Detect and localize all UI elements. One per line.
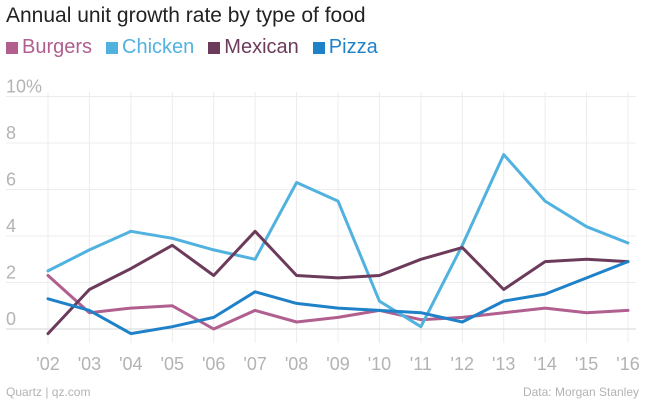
legend-item-burgers: Burgers	[6, 36, 92, 59]
legend-label-chicken: Chicken	[122, 36, 195, 58]
x-tick-label: '13	[492, 354, 515, 374]
series-line-mexican	[46, 229, 630, 336]
legend-swatch-mexican	[208, 41, 221, 54]
footer-source-left: Quartz | qz.com	[6, 385, 91, 399]
x-tick-label: '16	[616, 354, 639, 374]
y-tick-label: 4	[6, 216, 16, 236]
y-tick-label: 10%	[6, 77, 42, 97]
legend-item-mexican: Mexican	[208, 36, 299, 59]
x-tick-label: '06	[202, 354, 225, 374]
legend-swatch-chicken	[106, 41, 119, 54]
x-tick-label: '12	[451, 354, 474, 374]
legend-swatch-pizza	[312, 41, 325, 54]
series-line-burgers	[46, 274, 630, 331]
series-line-chicken	[46, 153, 630, 329]
legend-label-pizza: Pizza	[328, 36, 378, 58]
x-tick-label: '03	[78, 354, 101, 374]
series-line-pizza	[46, 260, 630, 336]
chart-title: Annual unit growth rate by type of food	[6, 4, 366, 27]
y-tick-label: 8	[6, 123, 16, 143]
legend: Burgers Chicken Mexican Pizza	[6, 36, 378, 59]
legend-item-pizza: Pizza	[312, 36, 378, 59]
x-tick-label: '09	[326, 354, 349, 374]
legend-label-burgers: Burgers	[22, 36, 93, 58]
y-tick-label: 2	[6, 263, 16, 283]
x-tick-label: '07	[243, 354, 266, 374]
y-tick-label: 6	[6, 170, 16, 190]
x-tick-label: '08	[285, 354, 308, 374]
legend-item-chicken: Chicken	[106, 36, 194, 59]
x-tick-label: '14	[533, 354, 556, 374]
y-tick-label: 0	[6, 309, 16, 329]
x-tick-label: '04	[119, 354, 142, 374]
x-tick-label: '15	[575, 354, 598, 374]
x-tick-label: '11	[410, 354, 432, 374]
x-tick-label: '10	[368, 354, 391, 374]
legend-label-mexican: Mexican	[224, 36, 299, 58]
x-tick-label: '05	[161, 354, 184, 374]
legend-swatch-burgers	[6, 41, 18, 54]
x-tick-label: '02	[36, 354, 59, 374]
footer-source-right: Data: Morgan Stanley	[522, 385, 639, 399]
